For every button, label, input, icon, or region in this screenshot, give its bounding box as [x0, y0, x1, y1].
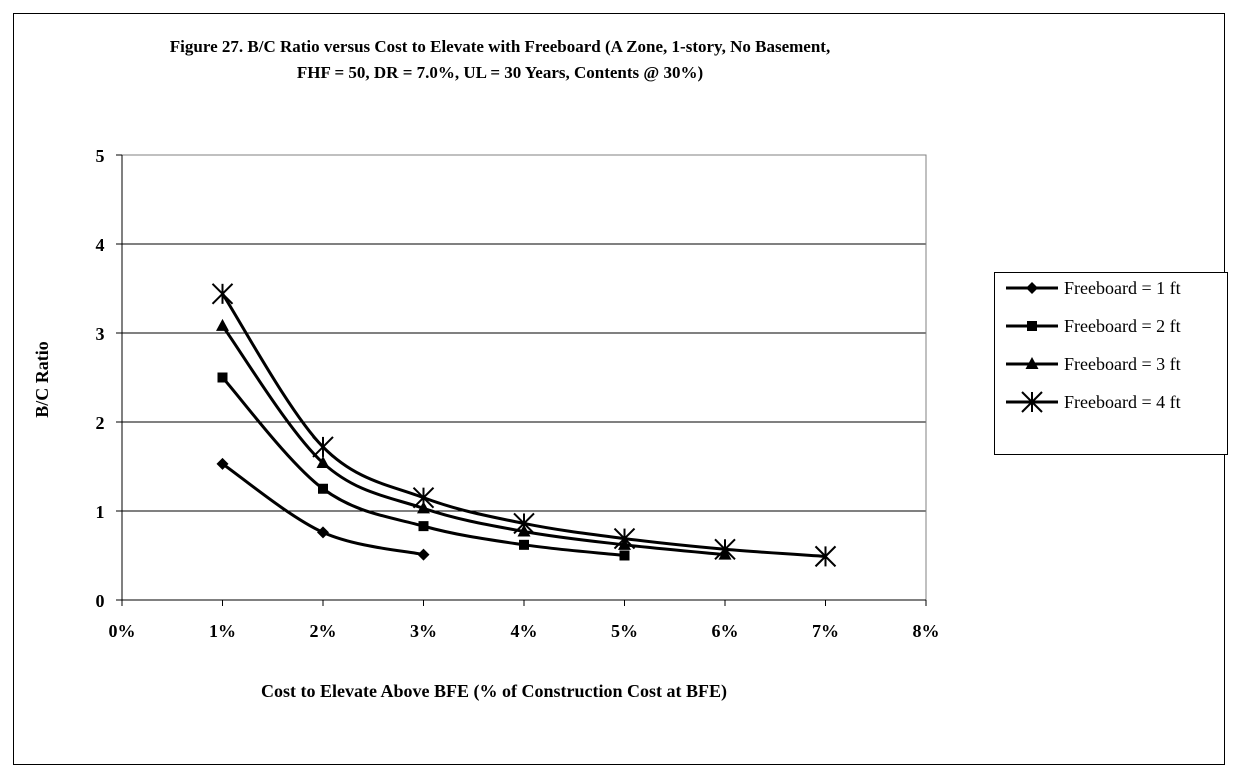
y-tick-label: 3: [96, 324, 105, 344]
legend-entry-1: Freeboard = 1 ft: [1006, 278, 1181, 298]
data-point-asterisk: [1021, 391, 1043, 413]
legend: [994, 272, 1228, 455]
data-point-square: [418, 521, 429, 532]
data-point-triangle: [1025, 357, 1039, 369]
series-layer: [211, 283, 837, 568]
chart-title: Figure 27. B/C Ratio versus Cost to Elev…: [0, 34, 1000, 86]
x-tick-label: 3%: [410, 621, 437, 641]
data-point-triangle: [316, 455, 330, 468]
x-tick-label: 0%: [109, 621, 136, 641]
y-tick-label: 0: [96, 591, 105, 611]
legend-entries: Freeboard = 1 ft Freeboard = 2 ft Freeboar…: [1006, 278, 1181, 413]
legend-entry-3: Freeboard = 3 ft: [1006, 354, 1181, 374]
data-point-asterisk: [312, 436, 334, 458]
legend-label: Freeboard = 1 ft: [1064, 278, 1181, 298]
data-point-square: [619, 550, 630, 561]
data-point-triangle: [216, 318, 229, 331]
data-point-diamond: [317, 526, 329, 539]
x-tick-label: 6%: [712, 621, 739, 641]
x-axis-label: Cost to Elevate Above BFE (% of Construc…: [261, 681, 727, 702]
data-point-asterisk: [613, 527, 636, 550]
data-point-square: [519, 539, 529, 550]
y-tick-label: 2: [96, 413, 105, 433]
legend-label: Freeboard = 3 ft: [1064, 354, 1181, 374]
series-1: [216, 457, 430, 561]
y-tick-label: 1: [96, 502, 105, 522]
series-4: [211, 283, 837, 568]
x-tick-label: 1%: [209, 621, 236, 641]
y-tick-label: 4: [96, 235, 105, 255]
data-point-square: [1027, 321, 1037, 331]
y-tick-label: 5: [96, 146, 105, 166]
data-point-asterisk: [513, 512, 535, 535]
x-tick-label: 5%: [611, 621, 638, 641]
data-point-square: [318, 483, 328, 494]
x-tick-label: 8%: [913, 621, 940, 641]
series-line: [221, 324, 726, 557]
data-point-diamond: [1026, 282, 1038, 294]
series-3: [216, 318, 732, 560]
data-point-asterisk: [211, 283, 234, 305]
data-point-diamond: [216, 457, 229, 470]
data-point-asterisk: [814, 545, 837, 568]
data-point-square: [217, 372, 228, 383]
data-point-asterisk: [412, 486, 435, 509]
x-tick-label: 2%: [310, 621, 337, 641]
legend-entry-4: Freeboard = 4 ft: [1006, 391, 1181, 413]
data-point-asterisk: [714, 538, 736, 560]
axes: 0 1 2 3 4 5 0% 1% 2% 3% 4% 5% 6% 7% 8%: [96, 146, 940, 641]
x-tick-label: 7%: [812, 621, 839, 641]
gridlines: [122, 154, 926, 512]
chart-title-line-1: Figure 27. B/C Ratio versus Cost to Elev…: [169, 37, 831, 56]
y-axis-label: B/C Ratio: [32, 341, 52, 418]
legend-entry-2: Freeboard = 2 ft: [1006, 316, 1181, 336]
legend-label: Freeboard = 2 ft: [1064, 316, 1181, 336]
x-tick-label: 4%: [511, 621, 538, 641]
series-2: [217, 372, 630, 561]
chart-title-line-2: FHF = 50, DR = 7.0%, UL = 30 Years, Cont…: [296, 63, 704, 82]
data-point-diamond: [417, 548, 430, 561]
series-line: [221, 462, 424, 557]
legend-label: Freeboard = 4 ft: [1064, 392, 1181, 412]
